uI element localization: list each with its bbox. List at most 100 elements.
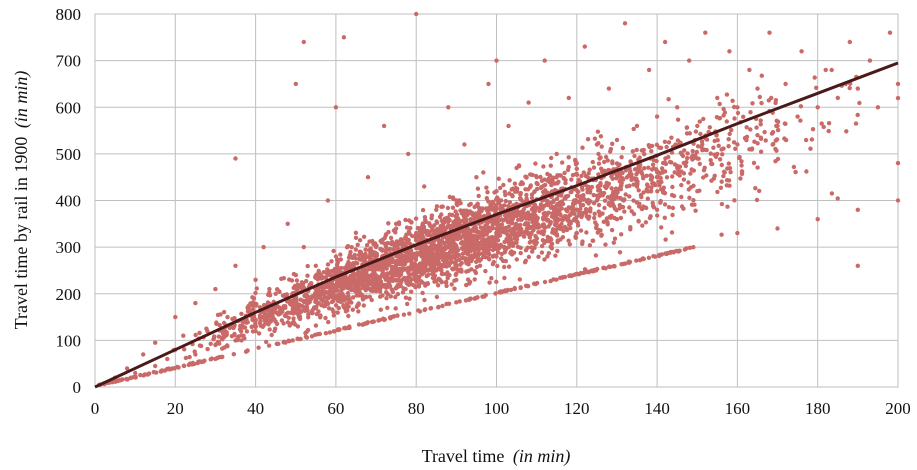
data-point (208, 357, 213, 362)
data-point (561, 228, 566, 234)
data-point (272, 305, 277, 311)
data-point (649, 149, 654, 154)
data-point (604, 219, 609, 224)
data-point (388, 294, 393, 299)
data-point (809, 137, 815, 142)
data-point (249, 324, 255, 329)
data-point (464, 232, 469, 237)
data-point (340, 280, 345, 286)
data-point (572, 272, 577, 277)
data-point (857, 100, 862, 106)
data-point (735, 142, 740, 147)
data-point (583, 173, 589, 179)
data-point (447, 249, 453, 255)
data-point (293, 272, 298, 278)
data-point (231, 324, 237, 329)
data-point (473, 270, 479, 276)
data-point (684, 160, 689, 165)
data-point (370, 267, 375, 273)
data-point (679, 194, 684, 200)
data-point (407, 296, 412, 301)
data-point (580, 187, 585, 192)
data-point (261, 244, 266, 250)
data-point (659, 166, 665, 171)
data-point (479, 231, 485, 236)
data-point (138, 372, 143, 378)
data-point (393, 221, 399, 226)
data-point (354, 277, 359, 282)
data-point (495, 263, 500, 269)
data-point (519, 226, 524, 232)
data-point (487, 257, 492, 262)
data-point (304, 335, 310, 340)
data-point (454, 300, 459, 305)
data-point (525, 214, 531, 219)
data-point (554, 212, 559, 217)
data-point (503, 258, 508, 264)
data-point (395, 313, 400, 318)
x-tick-label: 0 (91, 399, 100, 418)
data-point (623, 261, 628, 266)
data-point (566, 155, 571, 160)
data-point (692, 202, 697, 207)
data-point (677, 248, 682, 253)
data-point (366, 275, 371, 280)
data-point (744, 125, 749, 130)
data-point (434, 268, 439, 273)
data-point (498, 289, 503, 294)
data-point (580, 145, 585, 150)
data-point (483, 292, 488, 298)
data-point (353, 286, 359, 292)
data-point (593, 253, 599, 258)
data-point (377, 286, 383, 292)
data-point (414, 11, 419, 17)
data-point (626, 259, 631, 264)
data-point (804, 169, 809, 174)
data-point (598, 134, 604, 139)
data-point (407, 279, 412, 285)
data-point (525, 245, 530, 250)
data-point (125, 377, 130, 382)
data-point (440, 255, 446, 261)
data-point (554, 151, 559, 157)
data-point (555, 208, 560, 213)
data-point (566, 164, 571, 170)
data-point (536, 254, 541, 259)
data-point (686, 187, 691, 192)
data-point (650, 200, 655, 206)
data-point (599, 190, 604, 196)
data-point (569, 177, 574, 182)
data-point (499, 222, 505, 227)
data-point (414, 230, 419, 236)
data-point (436, 237, 441, 242)
data-point (282, 313, 288, 318)
data-point (215, 355, 220, 361)
data-point (327, 330, 333, 335)
data-point (420, 290, 425, 296)
data-point (385, 305, 390, 310)
data-point (394, 253, 399, 259)
data-point (530, 245, 536, 251)
data-point (614, 217, 620, 222)
y-tick-label: 200 (56, 285, 82, 304)
data-point (755, 165, 760, 170)
data-point (555, 173, 560, 178)
data-point (732, 116, 737, 121)
data-point (747, 67, 752, 73)
data-point (313, 332, 318, 337)
data-point (303, 292, 309, 297)
data-point (378, 279, 384, 284)
data-point (343, 326, 349, 331)
data-point (701, 168, 707, 173)
data-point (623, 192, 628, 197)
data-point (577, 194, 582, 199)
data-point (399, 253, 405, 259)
data-point (393, 230, 398, 235)
data-point (431, 228, 436, 233)
data-point (715, 95, 720, 101)
data-point (516, 217, 521, 222)
data-point (440, 204, 445, 209)
data-point (442, 251, 448, 257)
data-point (282, 339, 287, 345)
data-point (728, 170, 733, 175)
